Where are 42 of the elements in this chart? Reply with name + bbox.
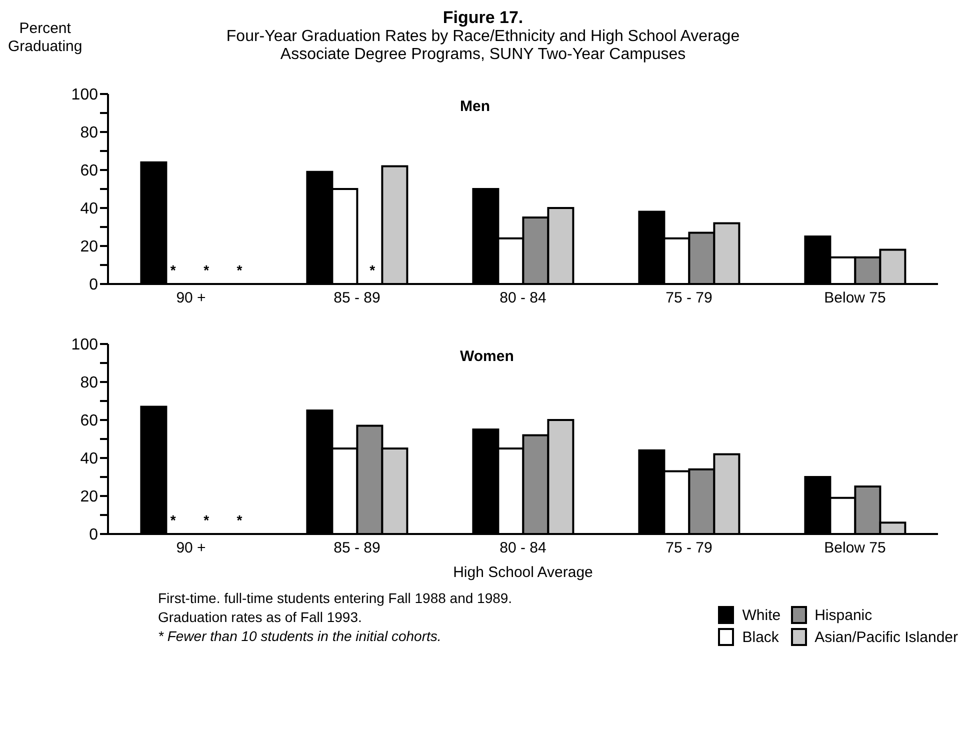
y-tick-label: 80 xyxy=(80,124,98,142)
text: * xyxy=(236,262,242,278)
chart-subtitle: Four-Year Graduation Rates by Race/Ethnicity and High School Average Associate Degree Programs, SUNY Two-Year Campuses xyxy=(226,28,740,63)
text: * xyxy=(204,262,210,278)
x-tick-label: 85 - 89 xyxy=(334,290,380,307)
text: * xyxy=(170,262,176,278)
y-tick-label: 40 xyxy=(80,200,98,218)
y-tick-label: 60 xyxy=(80,162,98,180)
legend-label: Asian/Pacific Islander xyxy=(814,628,958,646)
y-tick-label: 100 xyxy=(71,86,98,104)
x-tick-label: 85 - 89 xyxy=(334,540,380,557)
x-tick-label: 75 - 79 xyxy=(666,290,712,307)
y-tick-label: 0 xyxy=(89,526,98,544)
text: * xyxy=(170,512,176,528)
x-tick-label: 80 - 84 xyxy=(500,290,546,307)
y-tick-label: 0 xyxy=(89,276,98,294)
y-tick-label: 100 xyxy=(71,336,98,354)
text: * xyxy=(236,512,242,528)
text: * xyxy=(370,262,376,278)
y-tick-label: 40 xyxy=(80,450,98,468)
chart-title: Women xyxy=(460,348,514,365)
y-tick-label: 60 xyxy=(80,412,98,430)
y-tick-label: 80 xyxy=(80,374,98,392)
x-tick-label: Below 75 xyxy=(824,290,886,307)
legend-label: Hispanic xyxy=(814,606,872,624)
text: * Fewer than 10 students in the initial cohorts. xyxy=(158,628,442,644)
x-tick-label: 90 + xyxy=(176,540,206,557)
y-axis-title: Percent Graduating xyxy=(8,20,82,56)
x-axis-title: High School Average xyxy=(452,564,594,581)
legend-label: White xyxy=(742,606,781,624)
text: First-time. full-time students entering Fall 1988 and 1989. xyxy=(158,589,514,608)
x-tick-label: 80 - 84 xyxy=(500,540,546,557)
legend-label: Black xyxy=(742,628,779,646)
x-tick-label: Below 75 xyxy=(824,540,886,557)
text: Graduation rates as of Fall 1993. xyxy=(158,609,362,625)
text: * xyxy=(204,512,210,528)
y-tick-label: 20 xyxy=(80,238,98,256)
chart-title: Figure 17. xyxy=(442,8,524,27)
x-tick-label: 90 + xyxy=(176,290,206,307)
annotation: Men xyxy=(460,98,490,115)
x-tick-label: 75 - 79 xyxy=(666,540,712,557)
y-tick-label: 20 xyxy=(80,488,98,506)
